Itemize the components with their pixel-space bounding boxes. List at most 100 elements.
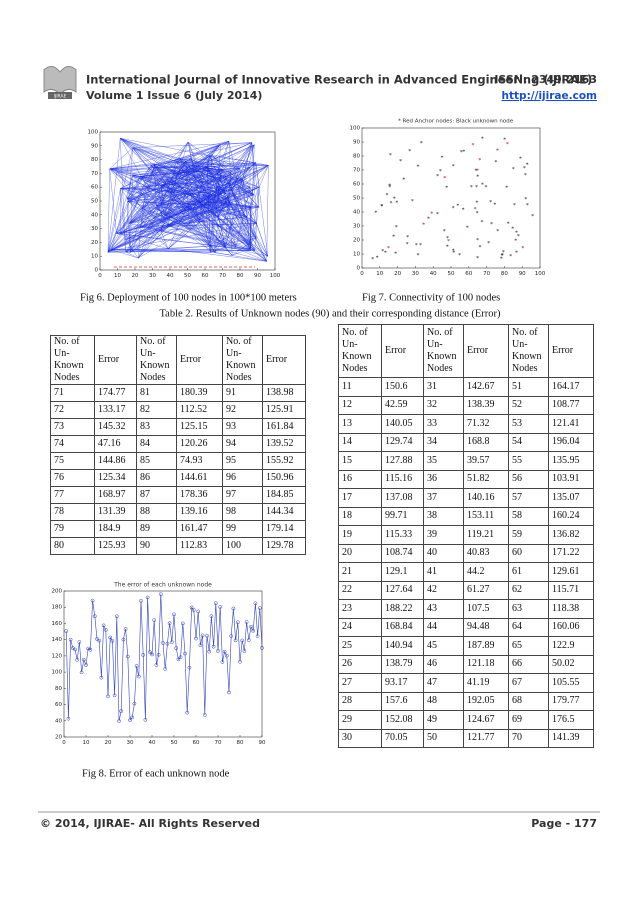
- data-row: 27 93.17 47 41.19 67 105.55: [338, 673, 594, 693]
- node-marker: *: [475, 185, 478, 191]
- error-point: [200, 633, 205, 638]
- data-row: 26 138.79 46 121.18 66 50.02: [338, 654, 594, 674]
- header-nodes: No. of Un- Known Nodes: [338, 324, 382, 378]
- error-point: [216, 649, 220, 653]
- data-row: 11 150.6 31 142.67 51 164.17: [338, 377, 594, 397]
- fig7-nodes: ****************************************…: [371, 136, 534, 263]
- error-cell: 112.52: [176, 401, 223, 419]
- node-cell: 98: [222, 503, 263, 521]
- error-cell: 192.05: [463, 691, 509, 711]
- node-marker: *: [496, 229, 499, 235]
- node-cell: 13: [338, 414, 382, 434]
- error-point: [238, 659, 242, 664]
- error-point: [88, 647, 93, 652]
- node-cell: 87: [136, 486, 177, 504]
- error-point: [84, 663, 88, 667]
- error-point: [134, 664, 139, 668]
- node-marker: *: [388, 185, 391, 191]
- error-line: [65, 594, 263, 722]
- node-cell: 17: [338, 488, 382, 508]
- error-point: [260, 646, 264, 650]
- error-cell: 61.27: [463, 580, 509, 600]
- error-point: [174, 646, 179, 650]
- header-error: Error: [381, 324, 424, 378]
- error-point: [167, 621, 172, 626]
- x-tick-label: 20: [105, 740, 112, 746]
- error-cell: 108.74: [381, 543, 424, 563]
- y-tick-label: 80: [55, 686, 62, 692]
- error-cell: 50.02: [548, 654, 594, 674]
- error-point: [123, 627, 128, 631]
- error-cell: 153.11: [463, 506, 509, 526]
- node-marker: *: [503, 137, 506, 143]
- node-marker: *: [494, 160, 497, 166]
- error-point: [246, 638, 251, 642]
- node-marker: *: [515, 230, 518, 236]
- y-tick-label: 180: [52, 605, 63, 611]
- node-cell: 30: [338, 728, 382, 748]
- node-cell: 16: [338, 469, 382, 489]
- error-cell: 140.94: [381, 636, 424, 656]
- y-tick-label: 120: [52, 653, 63, 659]
- x-tick-label: 60: [193, 740, 200, 746]
- x-tick-label: 80: [501, 271, 508, 277]
- fig7-legend: * Red Anchor nodes: Black unknown node: [398, 119, 514, 125]
- node-marker: *: [406, 235, 409, 241]
- error-point: [227, 690, 231, 695]
- error-point: [178, 655, 183, 660]
- y-tick-label: 0: [357, 266, 361, 272]
- journal-url[interactable]: http://ijirae.com: [502, 90, 598, 102]
- node-marker: *: [452, 164, 455, 170]
- node-marker: *: [476, 211, 479, 217]
- x-tick-label: 70: [219, 273, 226, 279]
- x-tick-label: 20: [132, 273, 139, 279]
- error-point: [132, 701, 137, 706]
- table-caption: Table 2. Results of Unknown nodes (90) a…: [159, 308, 501, 319]
- node-marker: *: [523, 166, 526, 172]
- node-cell: 18: [338, 506, 382, 526]
- error-point: [110, 639, 115, 643]
- error-cell: 129.78: [262, 537, 306, 555]
- node-cell: 75: [50, 452, 95, 470]
- node-cell: 57: [508, 488, 549, 508]
- y-tick-label: 20: [55, 735, 62, 741]
- node-marker: *: [446, 244, 449, 250]
- error-cell: 133.17: [94, 401, 137, 419]
- journal-title: International Journal of Innovative Rese…: [86, 73, 592, 87]
- data-row: 30 70.05 50 121.77 70 141.39: [338, 728, 594, 748]
- x-tick-label: 20: [394, 271, 401, 277]
- node-marker: *: [505, 185, 508, 191]
- error-cell: 74.93: [176, 452, 223, 470]
- x-tick-label: 70: [483, 271, 490, 277]
- error-point: [117, 719, 121, 723]
- node-cell: 91: [222, 384, 263, 402]
- header-error: Error: [548, 324, 594, 378]
- node-cell: 100: [222, 537, 263, 555]
- error-point: [90, 598, 95, 603]
- node-marker: *: [526, 203, 529, 209]
- node-marker: *: [439, 169, 442, 175]
- error-point: [77, 640, 82, 644]
- node-marker: *: [512, 167, 515, 173]
- error-cell: 196.04: [548, 432, 594, 452]
- header-error: Error: [463, 324, 509, 378]
- node-marker: *: [443, 229, 446, 235]
- error-cell: 71.32: [463, 414, 509, 434]
- node-marker: *: [406, 242, 409, 248]
- volume: Volume 1 Issue 6 (July 2014): [86, 89, 262, 102]
- node-cell: 53: [508, 414, 549, 434]
- data-row: 28 157.6 48 192.05 68 179.77: [338, 691, 594, 711]
- error-cell: 125.34: [94, 469, 137, 487]
- error-point: [86, 646, 91, 651]
- x-tick-label: 60: [202, 273, 209, 279]
- node-marker: *: [399, 159, 402, 165]
- node-marker: *: [402, 177, 405, 183]
- error-point: [139, 598, 143, 603]
- node-marker: *: [476, 256, 479, 262]
- x-tick-label: 0: [98, 273, 102, 279]
- node-marker: *: [460, 150, 463, 156]
- y-tick-label: 10: [353, 252, 360, 258]
- y-tick-label: 140: [52, 637, 63, 643]
- error-cell: 93.17: [381, 673, 424, 693]
- node-marker: *: [474, 168, 477, 174]
